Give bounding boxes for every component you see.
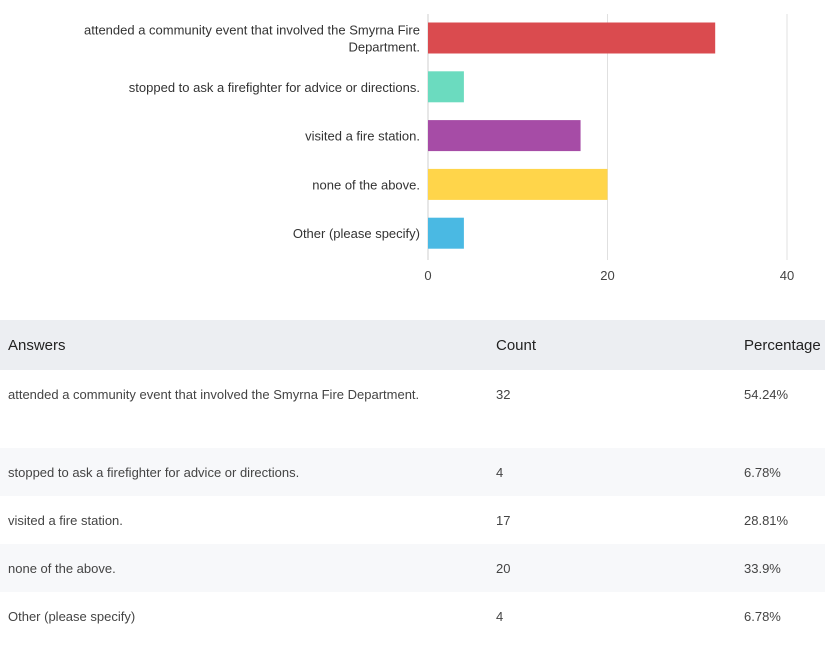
category-label: none of the above.	[312, 177, 420, 192]
answer-text: stopped to ask a firefighter for advice …	[8, 465, 300, 480]
count-cell: 17	[496, 513, 511, 528]
bar[interactable]	[428, 71, 464, 103]
x-tick-label: 20	[600, 268, 614, 283]
x-tick-labels: 0 20 40	[424, 268, 794, 283]
bars	[428, 22, 716, 249]
category-label: visited a fire station.	[305, 129, 420, 144]
percentage-cell: 54.24%	[744, 387, 789, 402]
bar-chart: attended a community event that involved…	[84, 14, 794, 283]
category-labels: attended a community event that involved…	[84, 23, 420, 242]
percentage-cell: 6.78%	[744, 609, 781, 624]
answers-table: Answers Count Percentage attended a comm…	[0, 320, 825, 640]
percentage-header[interactable]: Percentage	[736, 320, 825, 370]
category-label-line: attended a community event that involved…	[84, 23, 420, 38]
answer-cell: visited a fire station.	[0, 496, 488, 544]
answer-cell: none of the above.	[0, 544, 488, 592]
table-row: none of the above. 20 33.9%	[0, 544, 825, 592]
answer-text: visited a fire station.	[8, 513, 123, 528]
table-row: stopped to ask a firefighter for advice …	[0, 448, 825, 496]
bar[interactable]	[428, 22, 716, 54]
answer-text: attended a community event that involved…	[8, 387, 420, 402]
bar[interactable]	[428, 168, 608, 200]
answers-header[interactable]: Answers	[0, 320, 488, 370]
table-row: attended a community event that involved…	[0, 370, 825, 448]
table-header-row: Answers Count Percentage	[0, 320, 825, 370]
category-label-line: visited a fire station.	[305, 129, 420, 144]
percentage-cell: 33.9%	[736, 544, 825, 592]
category-label-line: stopped to ask a firefighter for advice …	[129, 80, 420, 95]
count-header[interactable]: Count	[488, 320, 736, 370]
x-tick-label: 40	[780, 268, 794, 283]
table-row: Other (please specify) 4 6.78%	[0, 592, 825, 640]
table-row: visited a fire station. 17 28.81%	[0, 496, 825, 544]
count-cell: 4	[496, 609, 504, 624]
x-tick-label: 0	[424, 268, 431, 283]
answer-cell: Other (please specify)	[0, 592, 488, 640]
answer-text: Other (please specify)	[8, 609, 136, 624]
category-label-line: Department.	[348, 40, 420, 55]
category-label-line: Other (please specify)	[293, 226, 420, 241]
bar[interactable]	[428, 120, 581, 152]
answer-cell: attended a community event that involved…	[0, 370, 488, 448]
answer-text: none of the above.	[8, 561, 116, 576]
category-label-line: none of the above.	[312, 177, 420, 192]
count-cell: 20	[488, 544, 736, 592]
category-label: Other (please specify)	[293, 226, 420, 241]
count-cell: 32	[496, 387, 511, 402]
answer-cell: stopped to ask a firefighter for advice …	[0, 448, 488, 496]
category-label: attended a community event that involved…	[84, 23, 420, 55]
count-cell: 4	[488, 448, 736, 496]
percentage-cell: 28.81%	[744, 513, 789, 528]
category-label: stopped to ask a firefighter for advice …	[129, 80, 420, 95]
percentage-cell: 6.78%	[736, 448, 825, 496]
bar[interactable]	[428, 217, 464, 249]
